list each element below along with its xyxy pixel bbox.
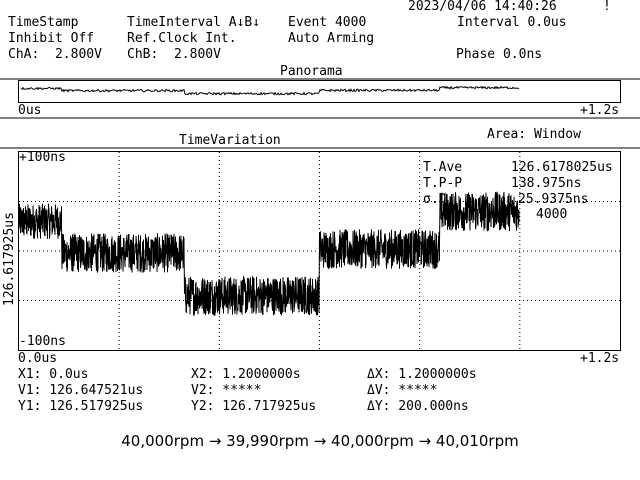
rpm-caption: 40,000rpm → 39,990rpm → 40,000rpm → 40,0… bbox=[121, 432, 519, 450]
panorama-x-start: 0us bbox=[18, 103, 42, 118]
time-variation-trace bbox=[18, 191, 520, 317]
chb-threshold: ChB: 2.800V bbox=[127, 47, 221, 62]
cursor-dv: ΔV: ***** bbox=[367, 383, 438, 398]
area-mode: Area: Window bbox=[487, 127, 581, 142]
stat-t-ave-value: 126.6178025us bbox=[511, 160, 613, 175]
timestamp-label: TimeStamp bbox=[8, 15, 79, 30]
time-variation-title: TimeVariation bbox=[179, 133, 281, 148]
time-variation-frame bbox=[0, 147, 640, 351]
inhibit-status: Inhibit Off bbox=[8, 31, 95, 46]
cursor-x1: X1: 0.0us bbox=[18, 367, 89, 382]
panorama-frame bbox=[0, 78, 640, 119]
y-axis-top-label: +100ns bbox=[19, 150, 66, 165]
cursor-v1: V1: 126.647521us bbox=[18, 383, 144, 398]
stat-count-value: 4000 bbox=[536, 207, 568, 222]
panorama-title: Panorama bbox=[280, 64, 343, 79]
event-count: Event 4000 bbox=[288, 15, 367, 30]
stat-t-pp-label: T.P-P bbox=[423, 176, 463, 191]
interval-value: Interval 0.0us bbox=[457, 15, 567, 30]
cursor-v2: V2: ***** bbox=[191, 383, 262, 398]
x-axis-end-label: +1.2s bbox=[580, 351, 620, 366]
cursor-x2: X2: 1.2000000s bbox=[191, 367, 301, 382]
cursor-y1: Y1: 126.517925us bbox=[18, 399, 144, 414]
cursor-dx: ΔX: 1.2000000s bbox=[367, 367, 477, 382]
datetime: 2023/04/06 14:40:26 bbox=[408, 0, 557, 14]
y-axis-bottom-label: -100ns bbox=[19, 334, 66, 349]
panorama-trace bbox=[20, 85, 520, 96]
cha-threshold: ChA: 2.800V bbox=[8, 47, 102, 62]
warning-indicator: ! bbox=[603, 0, 611, 14]
stat-sd-value: 25.9375ns bbox=[518, 192, 589, 207]
time-interval-mode: TimeInterval A↓B↓ bbox=[127, 15, 261, 30]
phase-value: Phase 0.0ns bbox=[456, 47, 543, 62]
x-axis-start-label: 0.0us bbox=[18, 351, 58, 366]
cursor-dy: ΔY: 200.000ns bbox=[367, 399, 469, 414]
cursor-y2: Y2: 126.717925us bbox=[191, 399, 317, 414]
panorama-x-end: +1.2s bbox=[580, 103, 620, 118]
stat-t-pp-value: 138.975ns bbox=[511, 176, 582, 191]
ref-clock: Ref.Clock Int. bbox=[127, 31, 237, 46]
stat-t-ave-label: T.Ave bbox=[423, 160, 463, 175]
arming-mode: Auto Arming bbox=[288, 31, 375, 46]
